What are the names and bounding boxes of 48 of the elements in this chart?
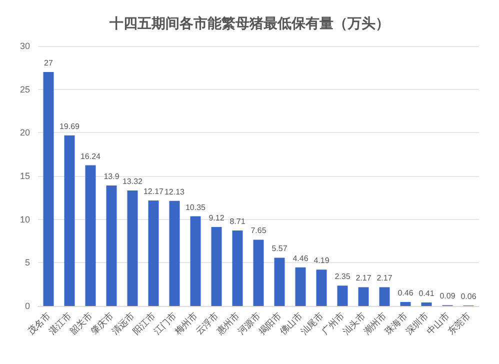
data-label: 2.17 bbox=[356, 274, 372, 283]
data-label: 0.06 bbox=[460, 292, 477, 301]
bar bbox=[85, 165, 96, 306]
data-label: 8.71 bbox=[230, 217, 246, 226]
data-label: 0.41 bbox=[418, 288, 435, 298]
bar bbox=[106, 186, 117, 306]
bar bbox=[316, 270, 327, 306]
bar bbox=[400, 302, 411, 306]
bar bbox=[169, 200, 180, 306]
y-tick-label: 20 bbox=[20, 128, 30, 138]
y-tick-label: 0 bbox=[24, 301, 30, 311]
bar bbox=[358, 287, 369, 306]
data-label: 12.17 bbox=[143, 187, 164, 196]
bar bbox=[190, 216, 201, 306]
bar bbox=[148, 200, 159, 306]
data-label: 13.9 bbox=[104, 172, 120, 182]
data-label: 0.09 bbox=[440, 292, 456, 301]
data-label: 12.13 bbox=[164, 187, 186, 196]
bar bbox=[295, 267, 306, 306]
bar bbox=[127, 190, 138, 306]
data-label: 0.46 bbox=[398, 288, 414, 298]
data-label: 2.17 bbox=[376, 274, 393, 283]
bar bbox=[43, 72, 54, 306]
data-label: 27 bbox=[44, 58, 54, 68]
data-label: 10.35 bbox=[185, 202, 206, 212]
y-tick-label: 5 bbox=[24, 258, 30, 268]
data-label: 2.35 bbox=[334, 272, 351, 282]
chart-title: 十四五期间各市能繁母猪最低保有量（万头） bbox=[108, 15, 390, 32]
y-tick-label: 25 bbox=[20, 84, 30, 94]
bar bbox=[211, 226, 222, 306]
bar bbox=[253, 240, 264, 306]
data-label: 9.12 bbox=[208, 213, 225, 222]
bar bbox=[232, 230, 243, 306]
bar bbox=[64, 135, 75, 306]
y-tick-label: 30 bbox=[20, 41, 30, 51]
data-label: 19.69 bbox=[59, 122, 80, 131]
data-label: 13.32 bbox=[122, 177, 144, 186]
y-tick-label: 10 bbox=[20, 214, 30, 224]
bar bbox=[421, 302, 432, 306]
data-label: 4.19 bbox=[314, 256, 330, 266]
bar bbox=[379, 287, 390, 306]
y-tick-label: 15 bbox=[20, 171, 30, 181]
data-label: 5.57 bbox=[272, 244, 288, 254]
data-label: 16.24 bbox=[80, 152, 102, 161]
data-label: 7.65 bbox=[250, 226, 267, 236]
bar bbox=[337, 286, 348, 306]
data-label: 4.46 bbox=[292, 254, 309, 263]
bar bbox=[274, 258, 285, 306]
